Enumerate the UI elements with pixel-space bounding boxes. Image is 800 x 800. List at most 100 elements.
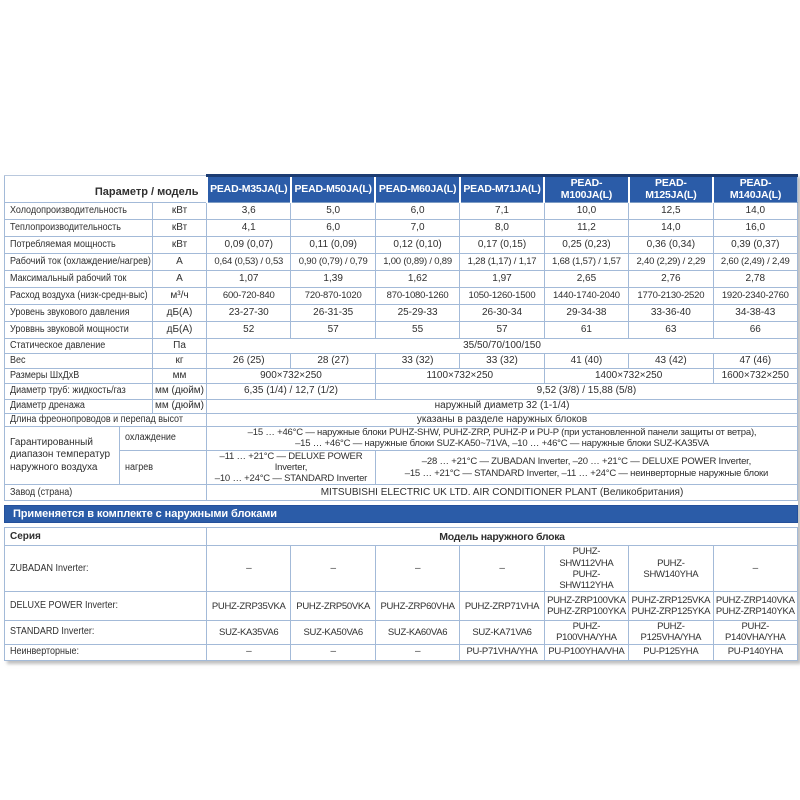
row-label-text: Уроввнь звуковой мощности <box>10 323 129 335</box>
model-header-row: Параметр / модель PEAD-M35JA(L) PEAD-M50… <box>3 174 799 203</box>
cell: – <box>712 545 799 593</box>
table-row-pipe-length: Длина фреонопроводов и перепад высот ука… <box>3 412 798 427</box>
cell: 2,65 <box>543 269 630 288</box>
row-label: Статическое давление <box>4 337 153 354</box>
cell-merged: 6,35 (1/4) / 12,7 (1/2) <box>206 382 376 400</box>
row-label-text: Размеры ШхДхВ <box>10 369 80 381</box>
series-label-text: STANDARD Inverter: <box>10 626 95 638</box>
cell: 1440-1740-2040 <box>543 286 630 305</box>
cell: 1,62 <box>374 269 461 288</box>
cell: 0,17 (0,15) <box>459 235 545 254</box>
cell-merged: –28 … +21°C — ZUBADAN Inverter, –20 … +2… <box>374 449 799 486</box>
cell: 1050-1260-1500 <box>459 286 545 305</box>
row-unit: А <box>151 269 208 288</box>
cell: 1,07 <box>206 269 292 288</box>
cell: 57 <box>290 320 376 339</box>
cell: 4,1 <box>206 218 292 237</box>
row-unit: кг <box>151 352 208 369</box>
row-label-text: Холодопроизводительность <box>10 204 127 216</box>
cell: 43 (42) <box>628 352 714 369</box>
model-header: PEAD-M50JA(L) <box>289 174 376 203</box>
cell: PUHZ-ZRP60VHA <box>374 591 461 622</box>
model-header: PEAD-M125JA(L) <box>627 174 714 203</box>
cell: 33-36-40 <box>628 303 714 322</box>
cell: SUZ-KA50VA6 <box>290 620 376 645</box>
cell: 6,0 <box>374 201 461 220</box>
cell: 1600×732×250 <box>712 367 799 384</box>
outdoor-model-header: Модель наружного блока <box>206 527 798 547</box>
cell: SUZ-KA60VA6 <box>374 620 461 645</box>
cell: 2,60 (2,49) / 2,49 <box>712 252 799 271</box>
row-label-text: Диаметр дренажа <box>10 400 85 412</box>
cell: 0,64 (0,53) / 0,53 <box>206 252 292 271</box>
cell-merged: MITSUBISHI ELECTRIC UK LTD. AIR CONDITIO… <box>206 484 798 502</box>
cell: 1,39 <box>290 269 376 288</box>
cell: 1770-2130-2520 <box>628 286 714 305</box>
table-row-cooling-capacity: Холодопроизводительность кВт 3,6 5,0 6,0… <box>4 201 799 220</box>
table-row-temp-range-heating: нагрев –11 … +21°C — DELUXE POWER Invert… <box>5 449 799 486</box>
row-label: Рабочий ток (охлаждение/нагрев) <box>4 252 153 271</box>
row-label: Холодопроизводительность <box>4 201 153 220</box>
model-header: PEAD-M35JA(L) <box>205 174 292 203</box>
row-label: Уроввнь звуковой мощности <box>4 320 153 339</box>
row-label: Уровень звукового давления <box>4 303 153 322</box>
model-header: PEAD-M140JA(L) <box>712 174 799 203</box>
cell: 33 (32) <box>459 352 545 369</box>
row-unit: мм (дюйм) <box>151 382 208 400</box>
cell: PUHZ-SHW112VHA PUHZ-SHW112YHA <box>543 545 630 593</box>
cell: 600-720-840 <box>206 286 292 305</box>
table-row-drain-diameter: Диаметр дренажа мм (дюйм) наружный диаме… <box>4 398 798 414</box>
cell: 26-31-35 <box>290 303 376 322</box>
series-label: Неинверторные: <box>3 643 208 661</box>
cell-merged: 1400×732×250 <box>543 367 714 384</box>
cell-merged: –15 … +46°C — наружные блоки PUHZ-SHW, P… <box>206 425 798 451</box>
row-label-text: Уровень звукового давления <box>10 306 130 318</box>
cell: 34-38-43 <box>712 303 799 322</box>
row-unit: кВт <box>151 201 208 220</box>
cell: 11,2 <box>543 218 630 237</box>
table-row-heating-capacity: Теплопроизводительность кВт 4,1 6,0 7,0 … <box>4 218 799 237</box>
cell: PUHZ-ZRP140VKA PUHZ-ZRP140YKA <box>712 591 799 622</box>
row-label-text: Расход воздуха (низк-средн-выс) <box>10 289 148 301</box>
cell: – <box>290 545 376 593</box>
row-unit: м³/ч <box>151 286 208 305</box>
row-label: Гарантированный диапазон температур нару… <box>4 425 120 486</box>
row-unit: мм <box>151 367 208 384</box>
cell-merged: –11 … +21°C — DELUXE POWER Inverter, –10… <box>206 449 376 486</box>
row-label: Диаметр дренажа <box>4 398 153 414</box>
cell: PUHZ-ZRP100VKA PUHZ-ZRP100YKA <box>543 591 630 622</box>
cell: 29-34-38 <box>543 303 630 322</box>
cell: 55 <box>374 320 461 339</box>
cell: 0,09 (0,07) <box>206 235 292 254</box>
cell: 7,0 <box>374 218 461 237</box>
table-row-air-flow: Расход воздуха (низк-средн-выс) м³/ч 600… <box>4 286 799 305</box>
section-banner: Применяется в комплекте с наружными блок… <box>4 505 798 524</box>
cell-merged: 35/50/70/100/150 <box>206 337 798 354</box>
row-label-text: Теплопроизводительность <box>10 221 121 233</box>
row-label-text: Статическое давление <box>10 339 106 351</box>
series-label: DELUXE POWER Inverter: <box>3 591 208 622</box>
cell: 1920-2340-2760 <box>712 286 799 305</box>
cell: 8,0 <box>459 218 545 237</box>
series-label-text: ZUBADAN Inverter: <box>10 562 89 574</box>
row-unit: дБ(А) <box>151 303 208 322</box>
cell: 41 (40) <box>543 352 630 369</box>
cell: PU-P71VHA/YHA <box>459 643 545 661</box>
sub-label-heating: нагрев <box>118 449 208 486</box>
cell: – <box>374 643 461 661</box>
row-label-text: Потребляемая мощность <box>10 238 116 250</box>
cell: PU-P125YHA <box>628 643 714 661</box>
cell: 26 (25) <box>206 352 292 369</box>
row-unit: А <box>151 252 208 271</box>
cell: PUHZ-ZRP50VKA <box>290 591 376 622</box>
row-label-text: Рабочий ток (охлаждение/нагрев) <box>10 255 151 267</box>
cell: 16,0 <box>712 218 799 237</box>
table-row-deluxe-power: DELUXE POWER Inverter: PUHZ-ZRP35VKA PUH… <box>3 591 799 622</box>
cell: 6,0 <box>290 218 376 237</box>
cell: PUHZ-P125VHA/YHA <box>628 620 714 645</box>
series-header: Серия <box>3 527 208 547</box>
series-label-text: Неинверторные: <box>10 646 79 658</box>
cell: 1,00 (0,89) / 0,89 <box>374 252 461 271</box>
cell: SUZ-KA35VA6 <box>206 620 292 645</box>
